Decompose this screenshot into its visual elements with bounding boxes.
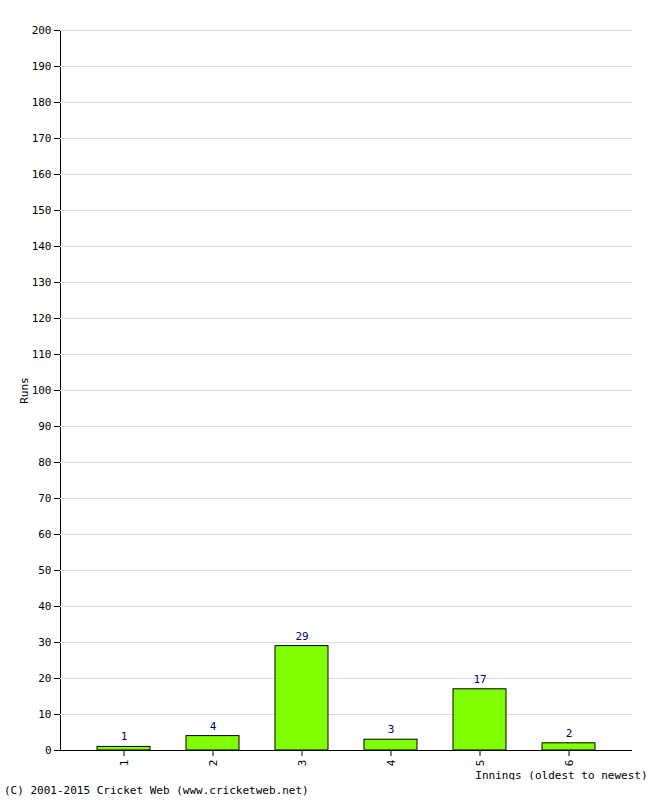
svg-text:4: 4 (210, 720, 217, 733)
html-text:(C) 2001-2015 Cricket Web (www: (C) 2001-2015 Cricket Web (www.cricketwe… (4, 784, 309, 797)
svg-text:130: 130 (32, 276, 52, 289)
svg-text:6: 6 (563, 760, 576, 767)
svg-text:60: 60 (38, 528, 51, 541)
svg-text:30: 30 (38, 636, 51, 649)
svg-text:3: 3 (388, 723, 395, 736)
svg-text:110: 110 (32, 348, 52, 361)
svg-text:4: 4 (385, 759, 398, 766)
svg-text:1: 1 (121, 730, 128, 743)
svg-text:200: 200 (32, 24, 52, 37)
svg-text:Innings (oldest to newest): Innings (oldest to newest) (475, 769, 647, 781)
svg-text:180: 180 (32, 96, 52, 109)
svg-text:100: 100 (32, 384, 52, 397)
svg-text:190: 190 (32, 60, 52, 73)
svg-text:150: 150 (32, 204, 52, 217)
svg-text:Runs: Runs (18, 377, 31, 404)
svg-text:170: 170 (32, 132, 52, 145)
svg-text:90: 90 (38, 420, 51, 433)
svg-text:3: 3 (296, 760, 309, 767)
svg-text:50: 50 (38, 564, 51, 577)
svg-text:160: 160 (32, 168, 52, 181)
svg-text:2: 2 (566, 727, 573, 740)
svg-text:10: 10 (38, 708, 51, 721)
svg-text:140: 140 (32, 240, 52, 253)
svg-text:120: 120 (32, 312, 52, 325)
svg-text:20: 20 (38, 672, 51, 685)
svg-text:80: 80 (38, 456, 51, 469)
svg-text:40: 40 (38, 600, 51, 613)
svg-text:17: 17 (473, 673, 486, 686)
svg-text:1: 1 (118, 760, 131, 767)
svg-text:70: 70 (38, 492, 51, 505)
svg-text:2: 2 (207, 760, 220, 767)
svg-text:29: 29 (295, 630, 308, 643)
svg-text:0: 0 (45, 744, 52, 757)
svg-text:5: 5 (474, 760, 487, 767)
